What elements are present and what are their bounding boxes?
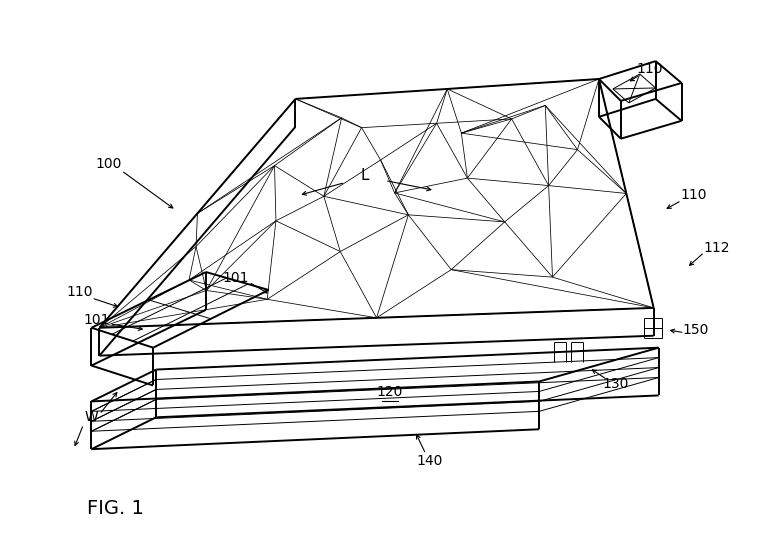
Text: 101: 101: [83, 313, 110, 327]
Text: 110: 110: [636, 62, 663, 76]
Text: 110: 110: [680, 188, 707, 202]
Text: 101: 101: [222, 271, 249, 285]
Text: 120: 120: [377, 385, 403, 399]
Text: 150: 150: [682, 323, 709, 337]
Text: 112: 112: [703, 241, 729, 255]
Text: 110: 110: [66, 285, 93, 299]
Text: 140: 140: [417, 454, 443, 468]
Text: L: L: [361, 168, 370, 183]
Text: 130: 130: [603, 377, 629, 391]
Text: 100: 100: [95, 157, 122, 171]
Text: W: W: [84, 410, 98, 424]
Text: FIG. 1: FIG. 1: [87, 500, 144, 519]
